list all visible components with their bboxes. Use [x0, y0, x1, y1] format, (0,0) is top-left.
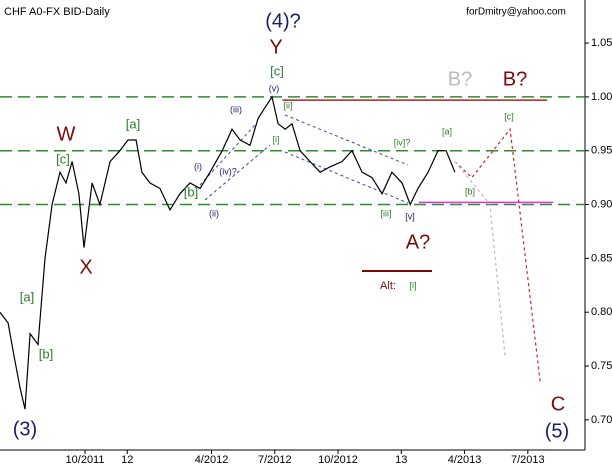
- wave-label: [v]: [405, 211, 415, 221]
- channel-line: [284, 151, 409, 204]
- wave-label: (5): [545, 420, 569, 442]
- wave-label: [a]: [442, 126, 452, 136]
- plot: [0, 95, 585, 410]
- wave-label: [i]: [409, 280, 416, 290]
- wave-label: A?: [406, 231, 430, 253]
- x-tick-label: 7/2013: [511, 454, 545, 465]
- x-tick-label: 4/2013: [448, 454, 482, 465]
- projection-line: [454, 127, 541, 383]
- wave-label: [a]: [20, 289, 34, 304]
- wave-label: [a]: [126, 116, 140, 131]
- wave-label: (i): [194, 161, 202, 171]
- wave-label: [c]: [56, 151, 70, 166]
- y-tick-label: 0.750: [591, 360, 612, 372]
- y-tick-label: 0.700: [591, 414, 612, 426]
- x-tick-label: 12: [121, 454, 133, 465]
- wave-label: (iv)?: [219, 166, 237, 176]
- wave-label: [c]: [504, 111, 514, 121]
- wave-label: [ii]: [284, 100, 293, 110]
- price-line: [0, 95, 456, 410]
- x-tick-label: 10/2011: [66, 454, 105, 465]
- channel-line: [204, 144, 271, 201]
- chart-title: CHF A0-FX BID-Daily: [4, 6, 110, 18]
- y-tick-label: 0.950: [591, 145, 612, 157]
- wave-label: [b]: [39, 346, 53, 361]
- wave-label: [i]: [272, 134, 279, 144]
- wave-label: B?: [503, 68, 527, 90]
- wave-label: B?: [448, 68, 472, 90]
- x-tick-label: 13: [395, 454, 407, 465]
- wave-label: W: [57, 123, 76, 145]
- x-tick-label: 10/2012: [318, 454, 358, 465]
- wave-label: (4)?: [265, 10, 301, 32]
- wave-label: [iii]: [381, 208, 392, 218]
- wave-label: (iii): [230, 104, 242, 114]
- wave-label: [iv]?: [394, 137, 411, 147]
- wave-label: C: [551, 393, 565, 415]
- wave-label: [b]: [184, 184, 198, 199]
- wave-label: (ii): [209, 208, 219, 218]
- x-tick-label: 7/2012: [258, 454, 292, 465]
- channel-line: [199, 124, 256, 186]
- wave-label: X: [79, 256, 92, 278]
- y-tick-label: 1.00: [591, 91, 612, 103]
- y-tick-label: 0.800: [591, 306, 612, 318]
- y-tick-label: 1.05: [591, 37, 612, 49]
- wave-label: [c]: [270, 63, 284, 78]
- wave-label: Y: [269, 36, 282, 58]
- author: forDmitry@yahoo.com: [466, 7, 566, 18]
- x-tick-label: 4/2012: [195, 454, 229, 465]
- wave-channels: [199, 114, 432, 272]
- wave-label: [b]: [465, 186, 475, 196]
- y-tick-label: 0.850: [591, 252, 612, 264]
- projection-line: [454, 161, 506, 356]
- wave-label: Alt:: [380, 280, 396, 292]
- channel-line: [284, 114, 409, 166]
- wave-label: (3): [13, 418, 37, 440]
- wave-label: (v): [269, 83, 280, 93]
- y-tick-label: 0.900: [591, 198, 612, 210]
